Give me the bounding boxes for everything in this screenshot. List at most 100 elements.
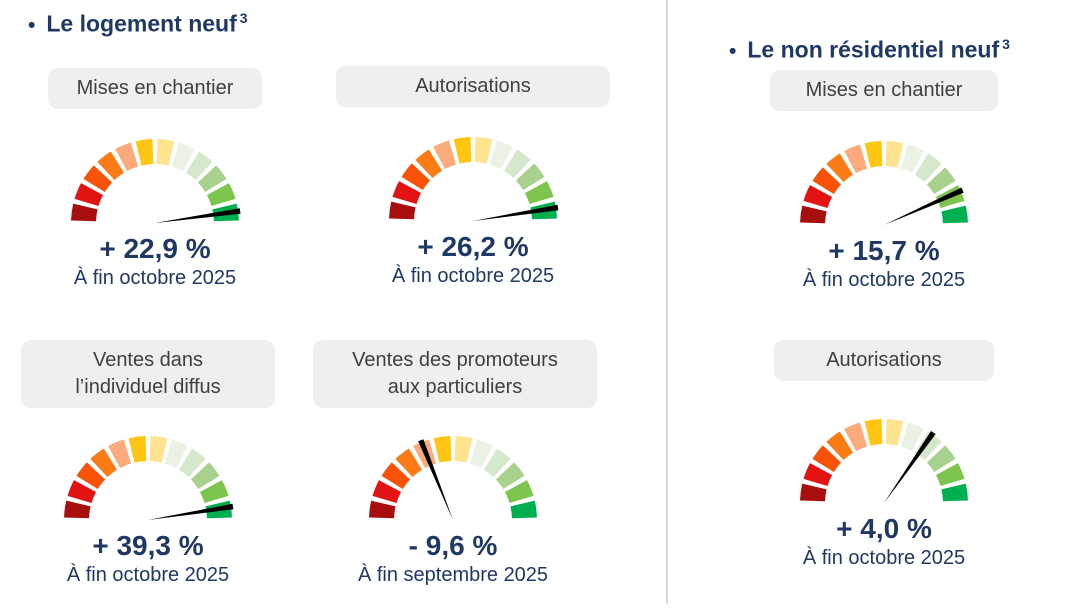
gauge-card-ventes-individuel-diffus: Ventes dans l’individuel diffus + 39,3 %… xyxy=(5,340,291,588)
gauge-segment xyxy=(97,151,124,181)
gauge-segment xyxy=(108,439,132,469)
gauge-card-nonres-autorisations: Autorisations + 4,0 % À fin octobre 2025 xyxy=(744,340,1024,571)
gauge-segment xyxy=(812,445,842,472)
gauge-needle xyxy=(418,439,453,520)
gauge-segment xyxy=(128,436,147,463)
gauge-needle xyxy=(473,204,559,221)
gauge-segment xyxy=(433,140,457,170)
gauge-card-logement-mises-en-chantier: Mises en chantier + 22,9 % À fin octobre… xyxy=(15,68,295,291)
gauge-needle xyxy=(148,503,234,520)
bullet-icon: • xyxy=(28,13,36,37)
gauge-segment xyxy=(915,153,942,183)
gauge-label-line: Mises en chantier xyxy=(76,77,234,99)
gauge-segment xyxy=(453,137,472,164)
gauge-segment xyxy=(885,141,904,168)
gauge-segment xyxy=(915,431,942,461)
gauge-segment xyxy=(926,445,956,472)
gauge-segment xyxy=(90,448,117,478)
gauge-segment xyxy=(504,149,531,179)
gauge-segment xyxy=(826,153,853,183)
gauge-segment xyxy=(164,439,188,469)
gauge-segment xyxy=(803,463,833,487)
gauge-segment xyxy=(524,181,554,205)
gauge-segment xyxy=(826,431,853,461)
gauge-segment xyxy=(186,151,213,181)
section-title-text: Le logement neuf xyxy=(46,10,237,37)
gauge-segment xyxy=(474,137,493,164)
gauge-period: À fin octobre 2025 xyxy=(802,269,966,291)
footnote-ref: 3 xyxy=(239,10,248,26)
gauge-period: À fin octobre 2025 xyxy=(802,547,966,569)
gauge-segment xyxy=(515,163,545,190)
gauge-segment xyxy=(395,448,422,478)
gauge-label-pill: Autorisations xyxy=(336,66,610,107)
gauge-segment xyxy=(800,483,827,502)
gauge-segment xyxy=(495,462,525,489)
section-title-logement-neuf: • Le logement neuf 3 xyxy=(28,10,248,38)
gauge-label-line: l’individuel diffus xyxy=(75,376,221,398)
gauge-segment xyxy=(900,422,924,452)
gauge-segment xyxy=(135,139,154,166)
gauge-segment xyxy=(469,439,493,469)
gauge-segment xyxy=(74,183,104,207)
gauge-segment xyxy=(926,167,956,194)
gauge-segment xyxy=(369,500,396,519)
gauge-needle xyxy=(884,430,936,503)
gauge-segment xyxy=(803,185,833,209)
gauge-label-line: Ventes des promoteurs xyxy=(352,349,558,371)
gauge-card-ventes-promoteurs: Ventes des promoteurs aux particuliers -… xyxy=(313,340,597,588)
gauge-label-pill: Mises en chantier xyxy=(48,68,262,109)
gauge-segment xyxy=(76,462,106,489)
gauge-segment xyxy=(149,436,168,463)
gauge-segment xyxy=(900,144,924,174)
gauge-label-line: Mises en chantier xyxy=(805,79,963,101)
gauge-segment xyxy=(885,419,904,446)
gauge-segment xyxy=(83,165,113,192)
gauge-segment xyxy=(64,500,91,519)
gauge-segment xyxy=(372,480,402,504)
gauge-segment xyxy=(171,142,195,172)
section-title-non-residentiel-neuf: • Le non résidentiel neuf 3 xyxy=(729,36,1010,64)
gauge-label-pill: Ventes des promoteurs aux particuliers xyxy=(313,340,597,408)
gauge-needle xyxy=(884,187,964,225)
gauge-segment xyxy=(864,141,883,168)
gauge-period: À fin octobre 2025 xyxy=(391,265,555,287)
gauge-segment xyxy=(401,163,431,190)
gauge-segment xyxy=(935,463,965,487)
gauge-segment xyxy=(415,149,442,179)
gauge-segment xyxy=(71,203,98,222)
gauge-period: À fin octobre 2025 xyxy=(73,267,237,289)
gauge-segment xyxy=(484,448,511,478)
section-divider xyxy=(666,0,668,604)
bullet-icon: • xyxy=(729,39,737,63)
gauge-segment xyxy=(206,183,236,207)
gauge-value: + 4,0 % xyxy=(836,513,932,544)
gauge-segment xyxy=(510,500,537,519)
gauge-chart xyxy=(369,436,537,520)
gauge-segment xyxy=(800,205,827,224)
gauge-segment xyxy=(812,167,842,194)
gauge-label-pill: Ventes dans l’individuel diffus xyxy=(21,340,275,408)
gauge-value: + 26,2 % xyxy=(417,231,529,262)
gauge-segment xyxy=(197,165,227,192)
gauge-segment xyxy=(844,144,868,174)
gauge-segment xyxy=(454,436,473,463)
gauge-card-nonres-mises-en-chantier: Mises en chantier + 15,7 % À fin octobre… xyxy=(744,70,1024,293)
gauge-segment xyxy=(392,181,422,205)
gauge-label-line: aux particuliers xyxy=(387,376,523,398)
footnote-ref: 3 xyxy=(1002,36,1010,52)
gauge-chart xyxy=(800,141,968,225)
section-title-text: Le non résidentiel neuf xyxy=(747,36,1000,63)
gauge-label-pill: Autorisations xyxy=(774,340,994,381)
gauge-needle xyxy=(155,208,241,223)
gauge-segment xyxy=(504,480,534,504)
gauge-label-pill: Mises en chantier xyxy=(770,70,998,111)
gauge-value: + 22,9 % xyxy=(99,233,211,264)
gauge-value: + 39,3 % xyxy=(92,530,204,561)
gauge-segment xyxy=(67,480,97,504)
gauge-segment xyxy=(156,139,175,166)
gauge-value: - 9,6 % xyxy=(408,530,498,561)
gauge-segment xyxy=(199,480,229,504)
gauge-segment xyxy=(864,419,883,446)
